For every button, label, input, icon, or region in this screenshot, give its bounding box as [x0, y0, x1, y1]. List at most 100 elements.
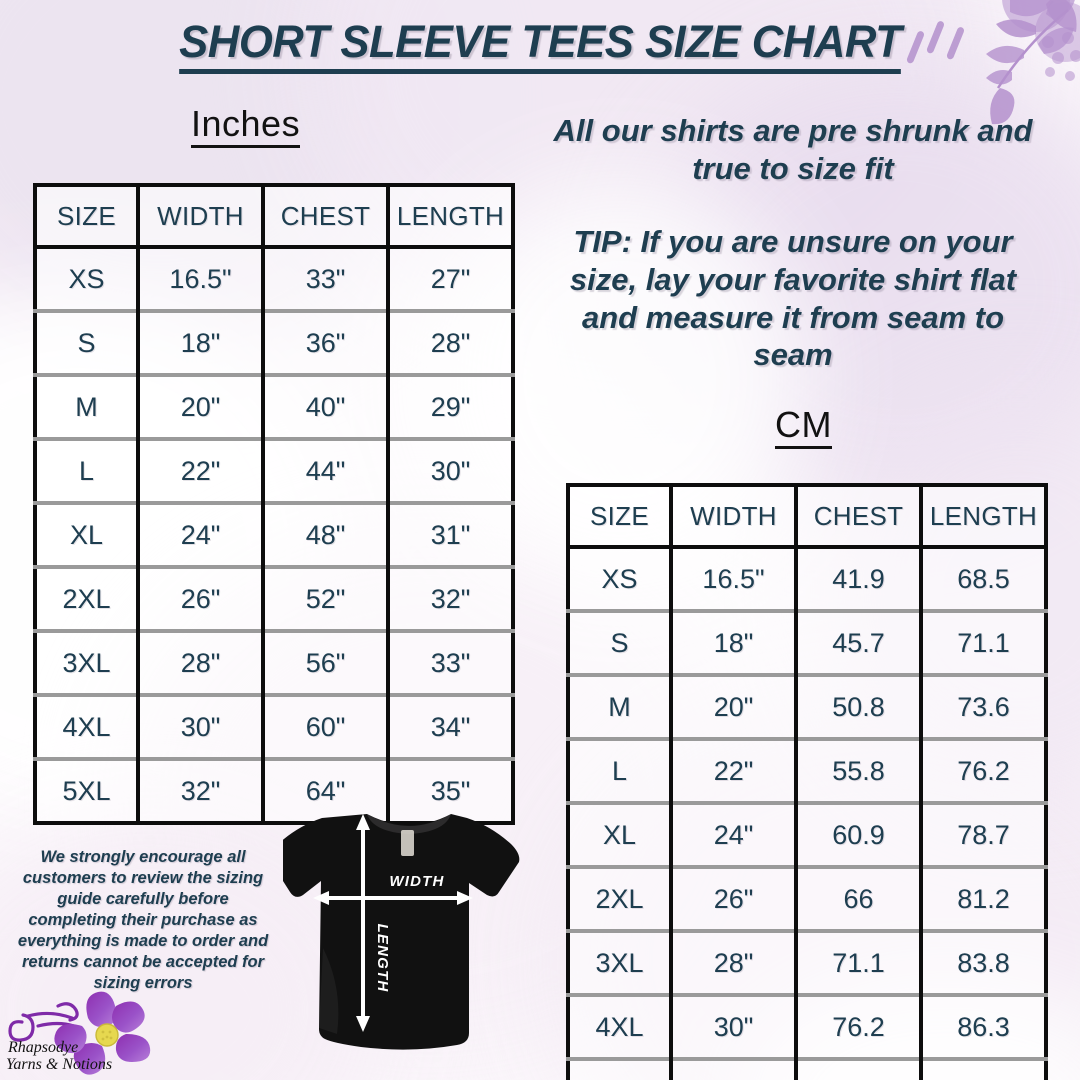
column-header-size: SIZE: [568, 485, 673, 549]
cell-length: 73.6: [921, 673, 1046, 739]
cell-length: 28": [388, 309, 513, 375]
cell-width: 28": [138, 629, 265, 695]
cm-section-label: CM: [775, 405, 832, 449]
table-row: XS 16.5" 33" 27": [35, 247, 513, 311]
cell-size: 2XL: [35, 565, 140, 631]
cell-length: 88.9: [921, 1057, 1046, 1080]
table-row: L 22" 55.8 76.2: [568, 737, 1046, 803]
cell-chest: 60": [263, 693, 390, 759]
cell-size: XL: [35, 501, 140, 567]
cell-chest: 45.7: [796, 609, 923, 675]
inches-section-label: Inches: [191, 104, 301, 148]
cell-chest: 55.8: [796, 737, 923, 803]
table-row: XS 16.5" 41.9 68.5: [568, 547, 1046, 611]
table-header-row: SIZE WIDTH CHEST LENGTH: [568, 485, 1046, 549]
cell-chest: 44": [263, 437, 390, 503]
table-row: S 18" 45.7 71.1: [568, 609, 1046, 675]
table-row: XL 24" 60.9 78.7: [568, 801, 1046, 867]
cell-length: 29": [388, 373, 513, 439]
cell-size: 5XL: [35, 757, 140, 823]
table-row: 2XL 26" 66 81.2: [568, 865, 1046, 931]
column-header-length: LENGTH: [388, 185, 513, 249]
table-row: 5XL 32" 81.2 88.9: [568, 1057, 1046, 1080]
cell-width: 24": [671, 801, 798, 867]
table-row: 5XL 32" 64" 35": [35, 757, 513, 823]
cell-width: 18": [671, 609, 798, 675]
pre-shrunk-note: All our shirts are pre shrunk and true t…: [553, 113, 1033, 186]
cell-chest: 66: [796, 865, 923, 931]
cm-size-table: SIZE WIDTH CHEST LENGTH XS 16.5" 41.9 68…: [566, 483, 1048, 1080]
cell-length: 32": [388, 565, 513, 631]
cell-length: 71.1: [921, 609, 1046, 675]
cell-width: 30": [671, 993, 798, 1059]
table-row: 4XL 30" 76.2 86.3: [568, 993, 1046, 1059]
cell-chest: 33": [263, 247, 390, 311]
logo-line-1: Rhapsodye: [7, 1039, 78, 1056]
shirt-length-label: LENGTH: [374, 924, 391, 993]
table-row: 2XL 26" 52" 32": [35, 565, 513, 631]
column-header-size: SIZE: [35, 185, 140, 249]
cell-length: 81.2: [921, 865, 1046, 931]
cell-width: 26": [671, 865, 798, 931]
cell-width: 24": [138, 501, 265, 567]
cell-length: 35": [388, 757, 513, 823]
sizing-disclaimer: We strongly encourage all customers to r…: [17, 848, 269, 992]
table-row: M 20" 40" 29": [35, 373, 513, 439]
column-header-width: WIDTH: [138, 185, 265, 249]
cell-width: 18": [138, 309, 265, 375]
cell-size: M: [35, 373, 140, 439]
cell-size: 5XL: [568, 1057, 673, 1080]
cell-size: 4XL: [568, 993, 673, 1059]
cell-width: 20": [671, 673, 798, 739]
cell-size: XS: [568, 547, 673, 611]
cell-chest: 76.2: [796, 993, 923, 1059]
cell-length: 33": [388, 629, 513, 695]
cell-chest: 60.9: [796, 801, 923, 867]
cell-width: 32": [138, 757, 265, 823]
cell-length: 34": [388, 693, 513, 759]
cell-width: 26": [138, 565, 265, 631]
cell-width: 20": [138, 373, 265, 439]
cell-length: 78.7: [921, 801, 1046, 867]
cell-size: M: [568, 673, 673, 739]
column-header-chest: CHEST: [796, 485, 923, 549]
cell-size: XS: [35, 247, 140, 311]
cell-width: 28": [671, 929, 798, 995]
cell-length: 83.8: [921, 929, 1046, 995]
cell-width: 16.5": [138, 247, 265, 311]
cell-width: 22": [138, 437, 265, 503]
cell-chest: 36": [263, 309, 390, 375]
cell-size: S: [35, 309, 140, 375]
cell-chest: 48": [263, 501, 390, 567]
measuring-tip-note: TIP: If you are unsure on your size, lay…: [569, 224, 1017, 373]
cell-width: 22": [671, 737, 798, 803]
cell-size: 3XL: [35, 629, 140, 695]
cell-chest: 64": [263, 757, 390, 823]
cell-chest: 56": [263, 629, 390, 695]
cell-width: 30": [138, 693, 265, 759]
cell-length: 27": [430, 263, 471, 294]
tshirt-measurement-illustration: WIDTH LENGTH: [283, 788, 535, 1080]
cell-size: L: [35, 437, 140, 503]
table-row: 4XL 30" 60" 34": [35, 693, 513, 759]
table-header-row: SIZE WIDTH CHEST LENGTH: [35, 185, 513, 249]
cell-chest: 41.9: [796, 547, 923, 611]
table-row: 3XL 28" 71.1 83.8: [568, 929, 1046, 995]
floral-decoration-icon: [860, 0, 1080, 152]
cell-size: XL: [568, 801, 673, 867]
column-header-length: LENGTH: [921, 485, 1046, 549]
cell-length: 31": [388, 501, 513, 567]
cell-length: 30": [388, 437, 513, 503]
column-header-width: WIDTH: [671, 485, 798, 549]
page-title-text: SHORT SLEEVE TEES SIZE CHART: [178, 18, 902, 75]
brand-logo: Rhapsodye Yarns & Notions: [4, 990, 160, 1076]
cell-length: 76.2: [921, 737, 1046, 803]
cell-chest: 50.8: [796, 673, 923, 739]
table-row: M 20" 50.8 73.6: [568, 673, 1046, 739]
cell-size: 3XL: [568, 929, 673, 995]
page-title: SHORT SLEEVE TEES SIZE CHART: [0, 18, 1080, 75]
cell-chest: 71.1: [796, 929, 923, 995]
cell-size: 2XL: [568, 865, 673, 931]
table-row: L 22" 44" 30": [35, 437, 513, 503]
